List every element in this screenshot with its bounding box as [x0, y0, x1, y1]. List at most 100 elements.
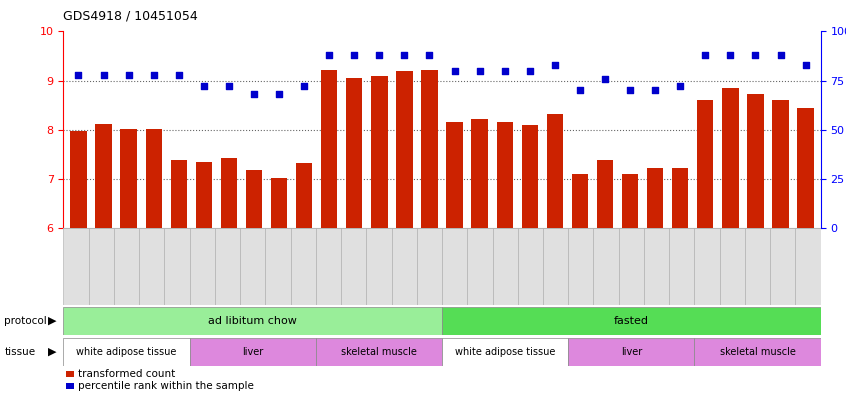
Text: liver: liver: [242, 347, 263, 357]
Bar: [597, 160, 613, 228]
Point: [648, 87, 662, 94]
Bar: [346, 78, 362, 228]
Point: [272, 91, 286, 97]
Point: [749, 52, 762, 58]
Bar: [572, 174, 588, 228]
Bar: [622, 174, 638, 228]
Text: ▶: ▶: [48, 347, 57, 357]
Bar: [221, 158, 237, 228]
Bar: [63, 338, 190, 366]
Bar: [522, 125, 538, 228]
Bar: [518, 228, 543, 305]
Point: [723, 52, 737, 58]
Text: transformed count: transformed count: [78, 369, 175, 379]
Bar: [593, 228, 618, 305]
Bar: [644, 228, 669, 305]
Bar: [190, 338, 316, 366]
Point: [247, 91, 261, 97]
Bar: [266, 228, 290, 305]
Text: white adipose tissue: white adipose tissue: [76, 347, 177, 357]
Point: [548, 62, 562, 68]
Text: fasted: fasted: [614, 316, 649, 326]
Bar: [695, 338, 821, 366]
Bar: [747, 94, 764, 228]
Bar: [569, 338, 695, 366]
Text: skeletal muscle: skeletal muscle: [341, 347, 417, 357]
Bar: [442, 228, 467, 305]
Point: [122, 72, 135, 78]
Bar: [492, 228, 518, 305]
Point: [222, 83, 236, 90]
Bar: [421, 70, 437, 228]
Bar: [146, 129, 162, 228]
Bar: [744, 228, 770, 305]
Bar: [697, 100, 713, 228]
Bar: [467, 228, 492, 305]
Bar: [190, 228, 215, 305]
Bar: [396, 71, 413, 228]
Text: ▶: ▶: [48, 316, 57, 326]
Point: [96, 72, 110, 78]
Point: [197, 83, 211, 90]
Text: skeletal muscle: skeletal muscle: [720, 347, 795, 357]
Point: [498, 68, 512, 74]
Text: protocol: protocol: [4, 316, 47, 326]
Bar: [371, 75, 387, 228]
Text: ad libitum chow: ad libitum chow: [208, 316, 297, 326]
Bar: [618, 228, 644, 305]
Bar: [341, 228, 366, 305]
Point: [322, 52, 336, 58]
Bar: [296, 163, 312, 228]
Bar: [89, 228, 114, 305]
Bar: [672, 168, 689, 228]
Bar: [442, 338, 569, 366]
Bar: [290, 228, 316, 305]
Bar: [447, 122, 463, 228]
Point: [448, 68, 461, 74]
Bar: [722, 88, 739, 228]
Bar: [695, 228, 720, 305]
Bar: [770, 228, 795, 305]
Text: percentile rank within the sample: percentile rank within the sample: [78, 381, 254, 391]
Bar: [392, 228, 417, 305]
Bar: [543, 228, 569, 305]
Bar: [164, 228, 190, 305]
Point: [372, 52, 386, 58]
Bar: [70, 131, 86, 228]
Point: [473, 68, 486, 74]
Point: [624, 87, 637, 94]
Point: [699, 52, 712, 58]
Bar: [798, 108, 814, 228]
Bar: [669, 228, 695, 305]
Text: liver: liver: [621, 347, 642, 357]
Bar: [215, 228, 240, 305]
Bar: [171, 160, 187, 228]
Point: [423, 52, 437, 58]
Bar: [195, 162, 212, 228]
Point: [298, 83, 311, 90]
Bar: [316, 228, 341, 305]
Bar: [366, 228, 392, 305]
Bar: [795, 228, 821, 305]
Point: [799, 62, 812, 68]
Point: [72, 72, 85, 78]
Point: [147, 72, 161, 78]
Point: [523, 68, 536, 74]
Point: [348, 52, 361, 58]
Point: [172, 72, 185, 78]
Bar: [471, 119, 488, 228]
Bar: [63, 307, 442, 335]
Bar: [772, 100, 788, 228]
Text: white adipose tissue: white adipose tissue: [455, 347, 555, 357]
Bar: [96, 124, 112, 228]
Bar: [547, 114, 563, 228]
Bar: [321, 70, 338, 228]
Bar: [417, 228, 442, 305]
Bar: [442, 307, 821, 335]
Bar: [240, 228, 266, 305]
Bar: [114, 228, 139, 305]
Bar: [120, 129, 137, 228]
Bar: [497, 122, 513, 228]
Text: GDS4918 / 10451054: GDS4918 / 10451054: [63, 10, 198, 23]
Bar: [139, 228, 164, 305]
